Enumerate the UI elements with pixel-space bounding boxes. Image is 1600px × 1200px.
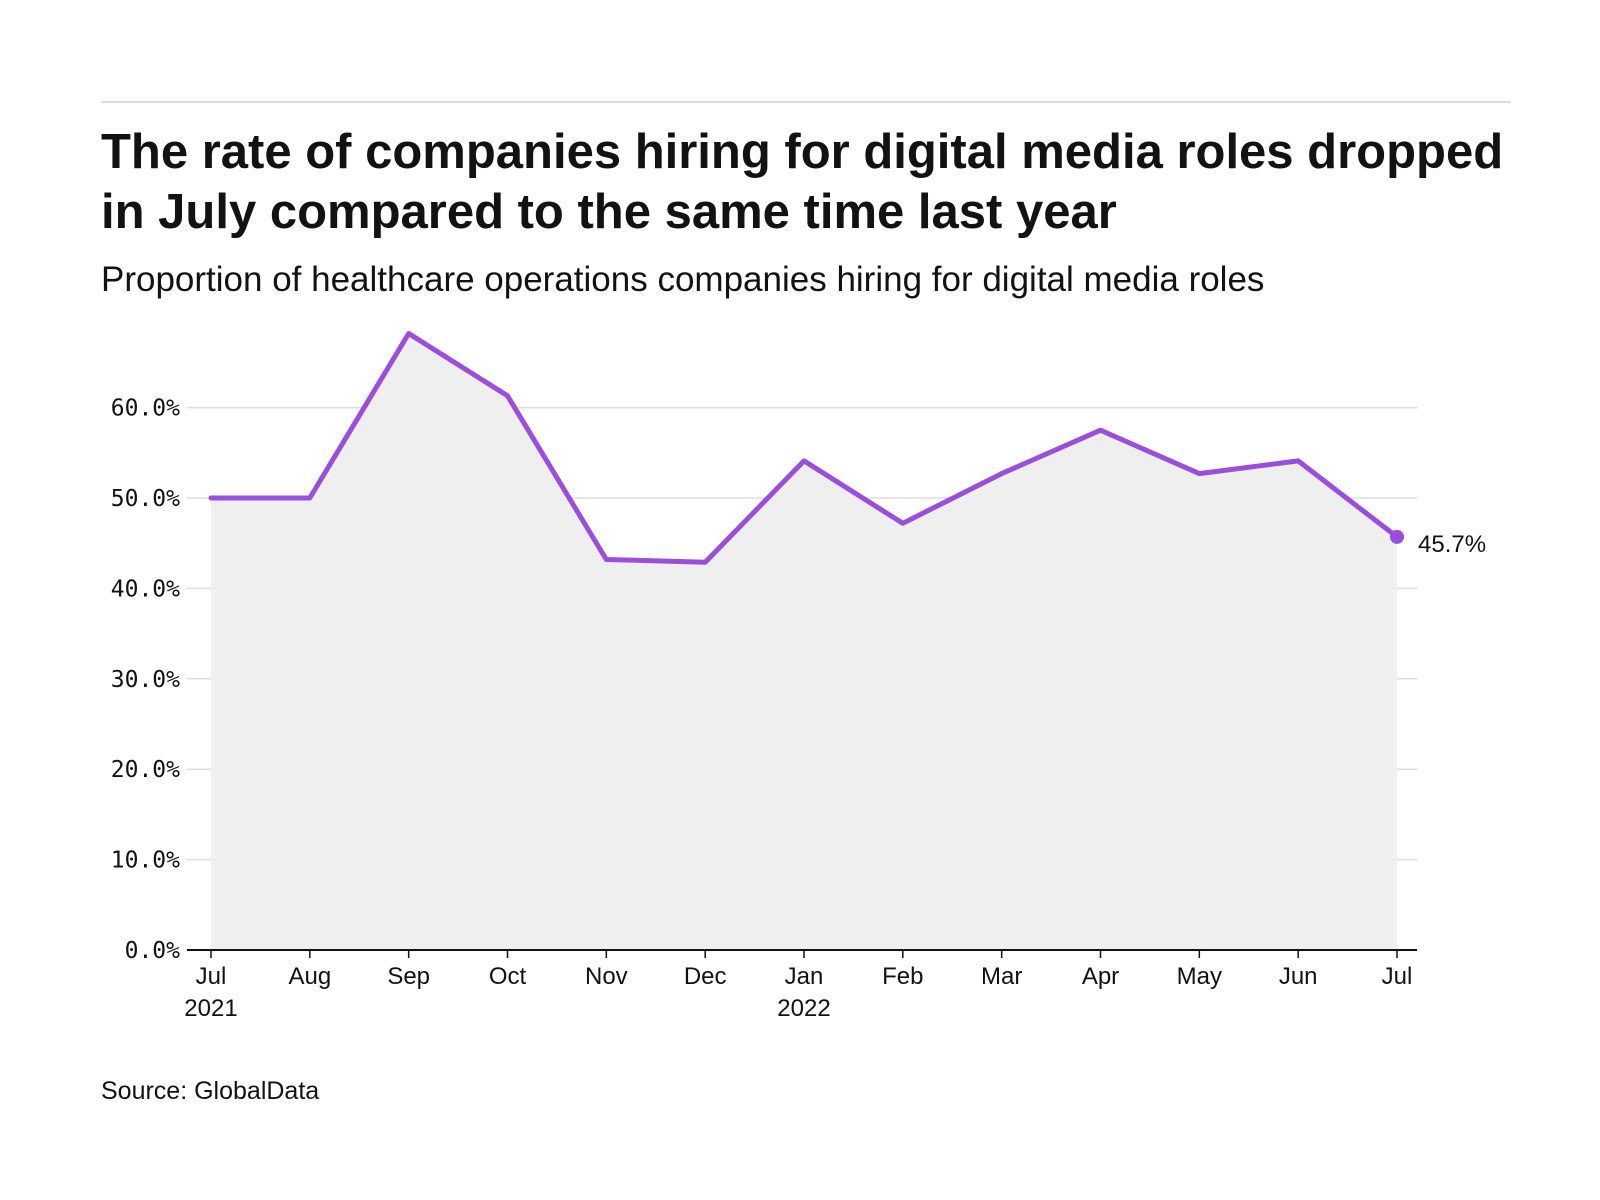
data-point [604, 557, 609, 562]
x-tick-label: Nov [585, 963, 628, 990]
y-tick-label: 20.0% [111, 757, 180, 783]
x-tick-label: Mar [981, 963, 1022, 990]
data-point [209, 496, 214, 501]
data-point [900, 521, 905, 526]
x-tick-label: Jul [196, 963, 227, 990]
x-tick-label: Jun [1279, 963, 1318, 990]
data-point [505, 393, 510, 398]
data-point [703, 560, 708, 565]
area-fill [211, 333, 1397, 950]
y-tick-label: 40.0% [111, 576, 180, 602]
chart-subtitle: Proportion of healthcare operations comp… [101, 260, 1265, 299]
top-divider [101, 101, 1511, 103]
end-point-marker [1390, 529, 1404, 544]
x-tick-year-label: 2022 [777, 995, 830, 1022]
x-tick-label: Dec [684, 963, 727, 990]
series-line [208, 331, 1400, 565]
y-tick-label: 10.0% [111, 848, 180, 874]
x-tick-label: Apr [1082, 963, 1119, 990]
x-tick-label: Jul [1382, 963, 1413, 990]
x-tick-label: Oct [489, 963, 527, 990]
x-tick-label: Jan [785, 963, 824, 990]
x-tick-label: Aug [288, 963, 331, 990]
y-tick-label: 30.0% [111, 667, 180, 693]
data-point [802, 458, 807, 463]
source-note: Source: GlobalData [101, 1077, 320, 1105]
line-chart: 0.0% 10.0% 20.0% 30.0% 40.0% 50.0% 60.0% Jul 20… [111, 331, 1486, 1022]
data-point [1197, 471, 1202, 476]
y-tick-label: 50.0% [111, 486, 180, 512]
x-tick-label: Sep [387, 963, 430, 990]
x-tick-label: May [1177, 963, 1222, 990]
end-value-label: 45.7% [1418, 531, 1486, 558]
x-tick-label: Feb [882, 963, 923, 990]
y-tick-label: 0.0% [125, 938, 181, 964]
data-point [999, 471, 1004, 476]
chart-title: The rate of companies hiring for digital… [101, 125, 1504, 239]
y-tick-label: 60.0% [111, 396, 180, 422]
data-point [1296, 458, 1301, 463]
x-axis: Jul 2021 Aug Sep Oct Nov Dec Jan 2022 Feb Mar Apr Ma… [184, 950, 1412, 1022]
data-point [1098, 428, 1103, 433]
data-point [406, 331, 411, 336]
data-point [307, 496, 312, 501]
x-tick-year-label: 2021 [184, 995, 237, 1022]
y-axis: 0.0% 10.0% 20.0% 30.0% 40.0% 50.0% 60.0% [111, 396, 180, 964]
